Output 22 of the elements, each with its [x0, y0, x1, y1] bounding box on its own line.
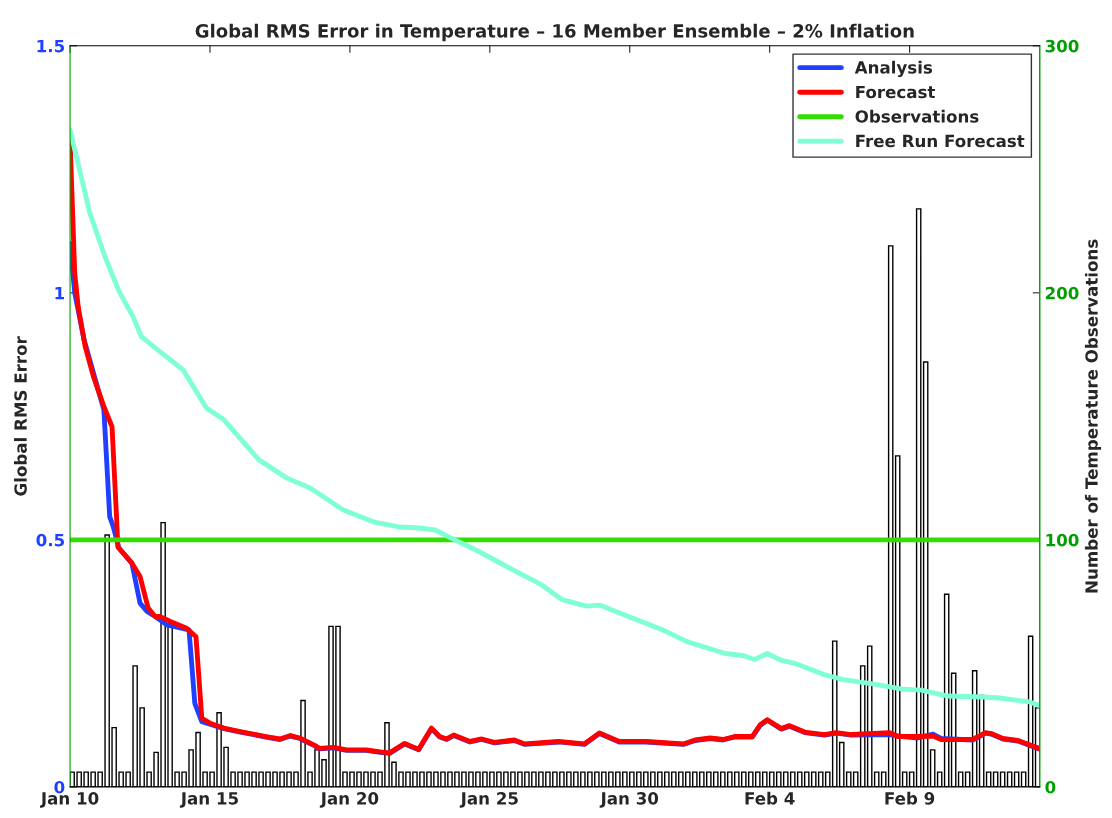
legend-label: Analysis: [854, 60, 933, 78]
legend-label: Forecast: [856, 85, 936, 99]
y-tick-label: 1.5: [37, 39, 65, 53]
x-tick-label: Jan 20: [319, 792, 379, 808]
y2-tick-label: 200: [1045, 286, 1079, 300]
x-tick-label: Feb 9: [885, 791, 935, 805]
y-tick-label: 1: [55, 287, 65, 300]
x-tick-label: Jan 10: [39, 792, 99, 808]
legend-label: Observations: [855, 109, 979, 123]
y-axis-title: Global RMS Error: [13, 336, 27, 496]
y2-tick-label: 0: [1045, 780, 1056, 794]
x-tick-label: Jan 25: [459, 792, 518, 808]
chart-title: Global RMS Error in Temperature – 16 Member Ensemble – 2% Inflation: [195, 23, 914, 42]
x-tick-label: Jan 15: [179, 792, 238, 808]
x-tick-label: Feb 4: [745, 791, 795, 805]
legend-label: Free Run Forecast: [856, 134, 1025, 148]
y2-axis-title: Number of Temperature Observations: [1084, 239, 1102, 593]
y-tick-label: 0.5: [36, 533, 65, 547]
y-tick-label: 0: [54, 780, 65, 794]
y2-tick-label: 300: [1045, 39, 1079, 53]
y2-tick-label: 100: [1046, 533, 1079, 547]
x-tick-label: Jan 30: [599, 792, 659, 808]
